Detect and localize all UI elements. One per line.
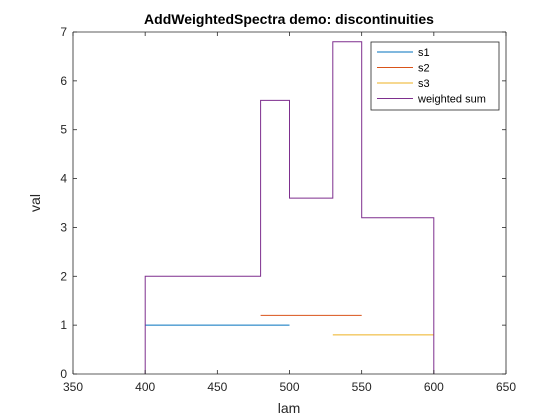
x-axis-label: lam (278, 400, 301, 416)
y-tick-label: 4 (60, 172, 67, 186)
x-tick-label: 350 (63, 380, 83, 394)
y-tick-label: 1 (60, 318, 67, 332)
y-tick-label: 2 (60, 269, 67, 283)
series-line-weighted-sum (144, 41, 435, 374)
legend: s1 s2 s3 weighted sum (370, 41, 500, 111)
y-tick-label: 6 (60, 74, 67, 88)
x-tick-label: 600 (424, 380, 444, 394)
legend-label: s3 (418, 78, 430, 90)
series-layer (144, 41, 435, 374)
x-tick-label: 650 (496, 380, 516, 394)
x-tick-label: 550 (352, 380, 372, 394)
y-tick-label: 3 (60, 220, 67, 234)
legend-label: s1 (418, 47, 430, 59)
x-tick-label: 500 (279, 380, 299, 394)
y-tick-label: 7 (60, 25, 67, 39)
chart-title: AddWeightedSpectra demo: discontinuities (144, 11, 434, 27)
y-tick-label: 5 (60, 123, 67, 137)
x-tick-label: 450 (207, 380, 227, 394)
y-axis-label: val (27, 194, 43, 212)
legend-label: s2 (418, 63, 430, 75)
axes-layer: 350 400 450 500 550 600 650 0 1 2 3 4 5 6 7 (60, 25, 516, 394)
y-tick-label: 0 (60, 367, 67, 381)
x-tick-label: 400 (135, 380, 155, 394)
legend-label: weighted sum (417, 94, 486, 106)
